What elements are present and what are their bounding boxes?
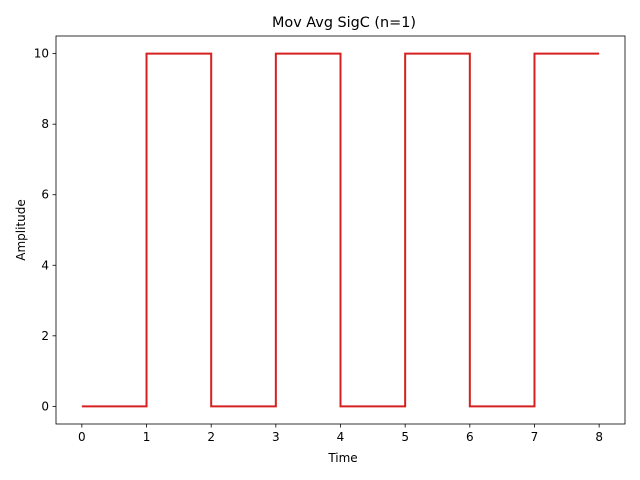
x-tick-label: 4 (337, 430, 345, 444)
x-axis-label: Time (327, 451, 357, 465)
plot-area (81, 52, 600, 408)
y-tick-label: 0 (41, 399, 49, 413)
x-tick-label: 0 (78, 430, 86, 444)
y-tick-label: 10 (34, 47, 49, 61)
x-tick-label: 2 (207, 430, 215, 444)
x-tick-label: 7 (531, 430, 539, 444)
x-axis: 0 1 2 3 4 5 6 7 8 (78, 424, 603, 444)
y-axis-label: Amplitude (14, 199, 28, 261)
series-line-0 (81, 52, 600, 408)
x-tick-label: 5 (401, 430, 409, 444)
x-tick-label: 3 (272, 430, 280, 444)
x-tick-label: 1 (143, 430, 151, 444)
x-tick-label: 6 (466, 430, 474, 444)
y-tick-label: 4 (41, 258, 49, 272)
y-tick-label: 2 (41, 329, 49, 343)
y-tick-label: 6 (41, 188, 49, 202)
x-tick-label: 8 (595, 430, 603, 444)
y-axis: 0 2 4 6 8 10 (34, 47, 56, 413)
y-tick-label: 8 (41, 117, 49, 131)
chart-title: Mov Avg SigC (n=1) (272, 15, 416, 31)
